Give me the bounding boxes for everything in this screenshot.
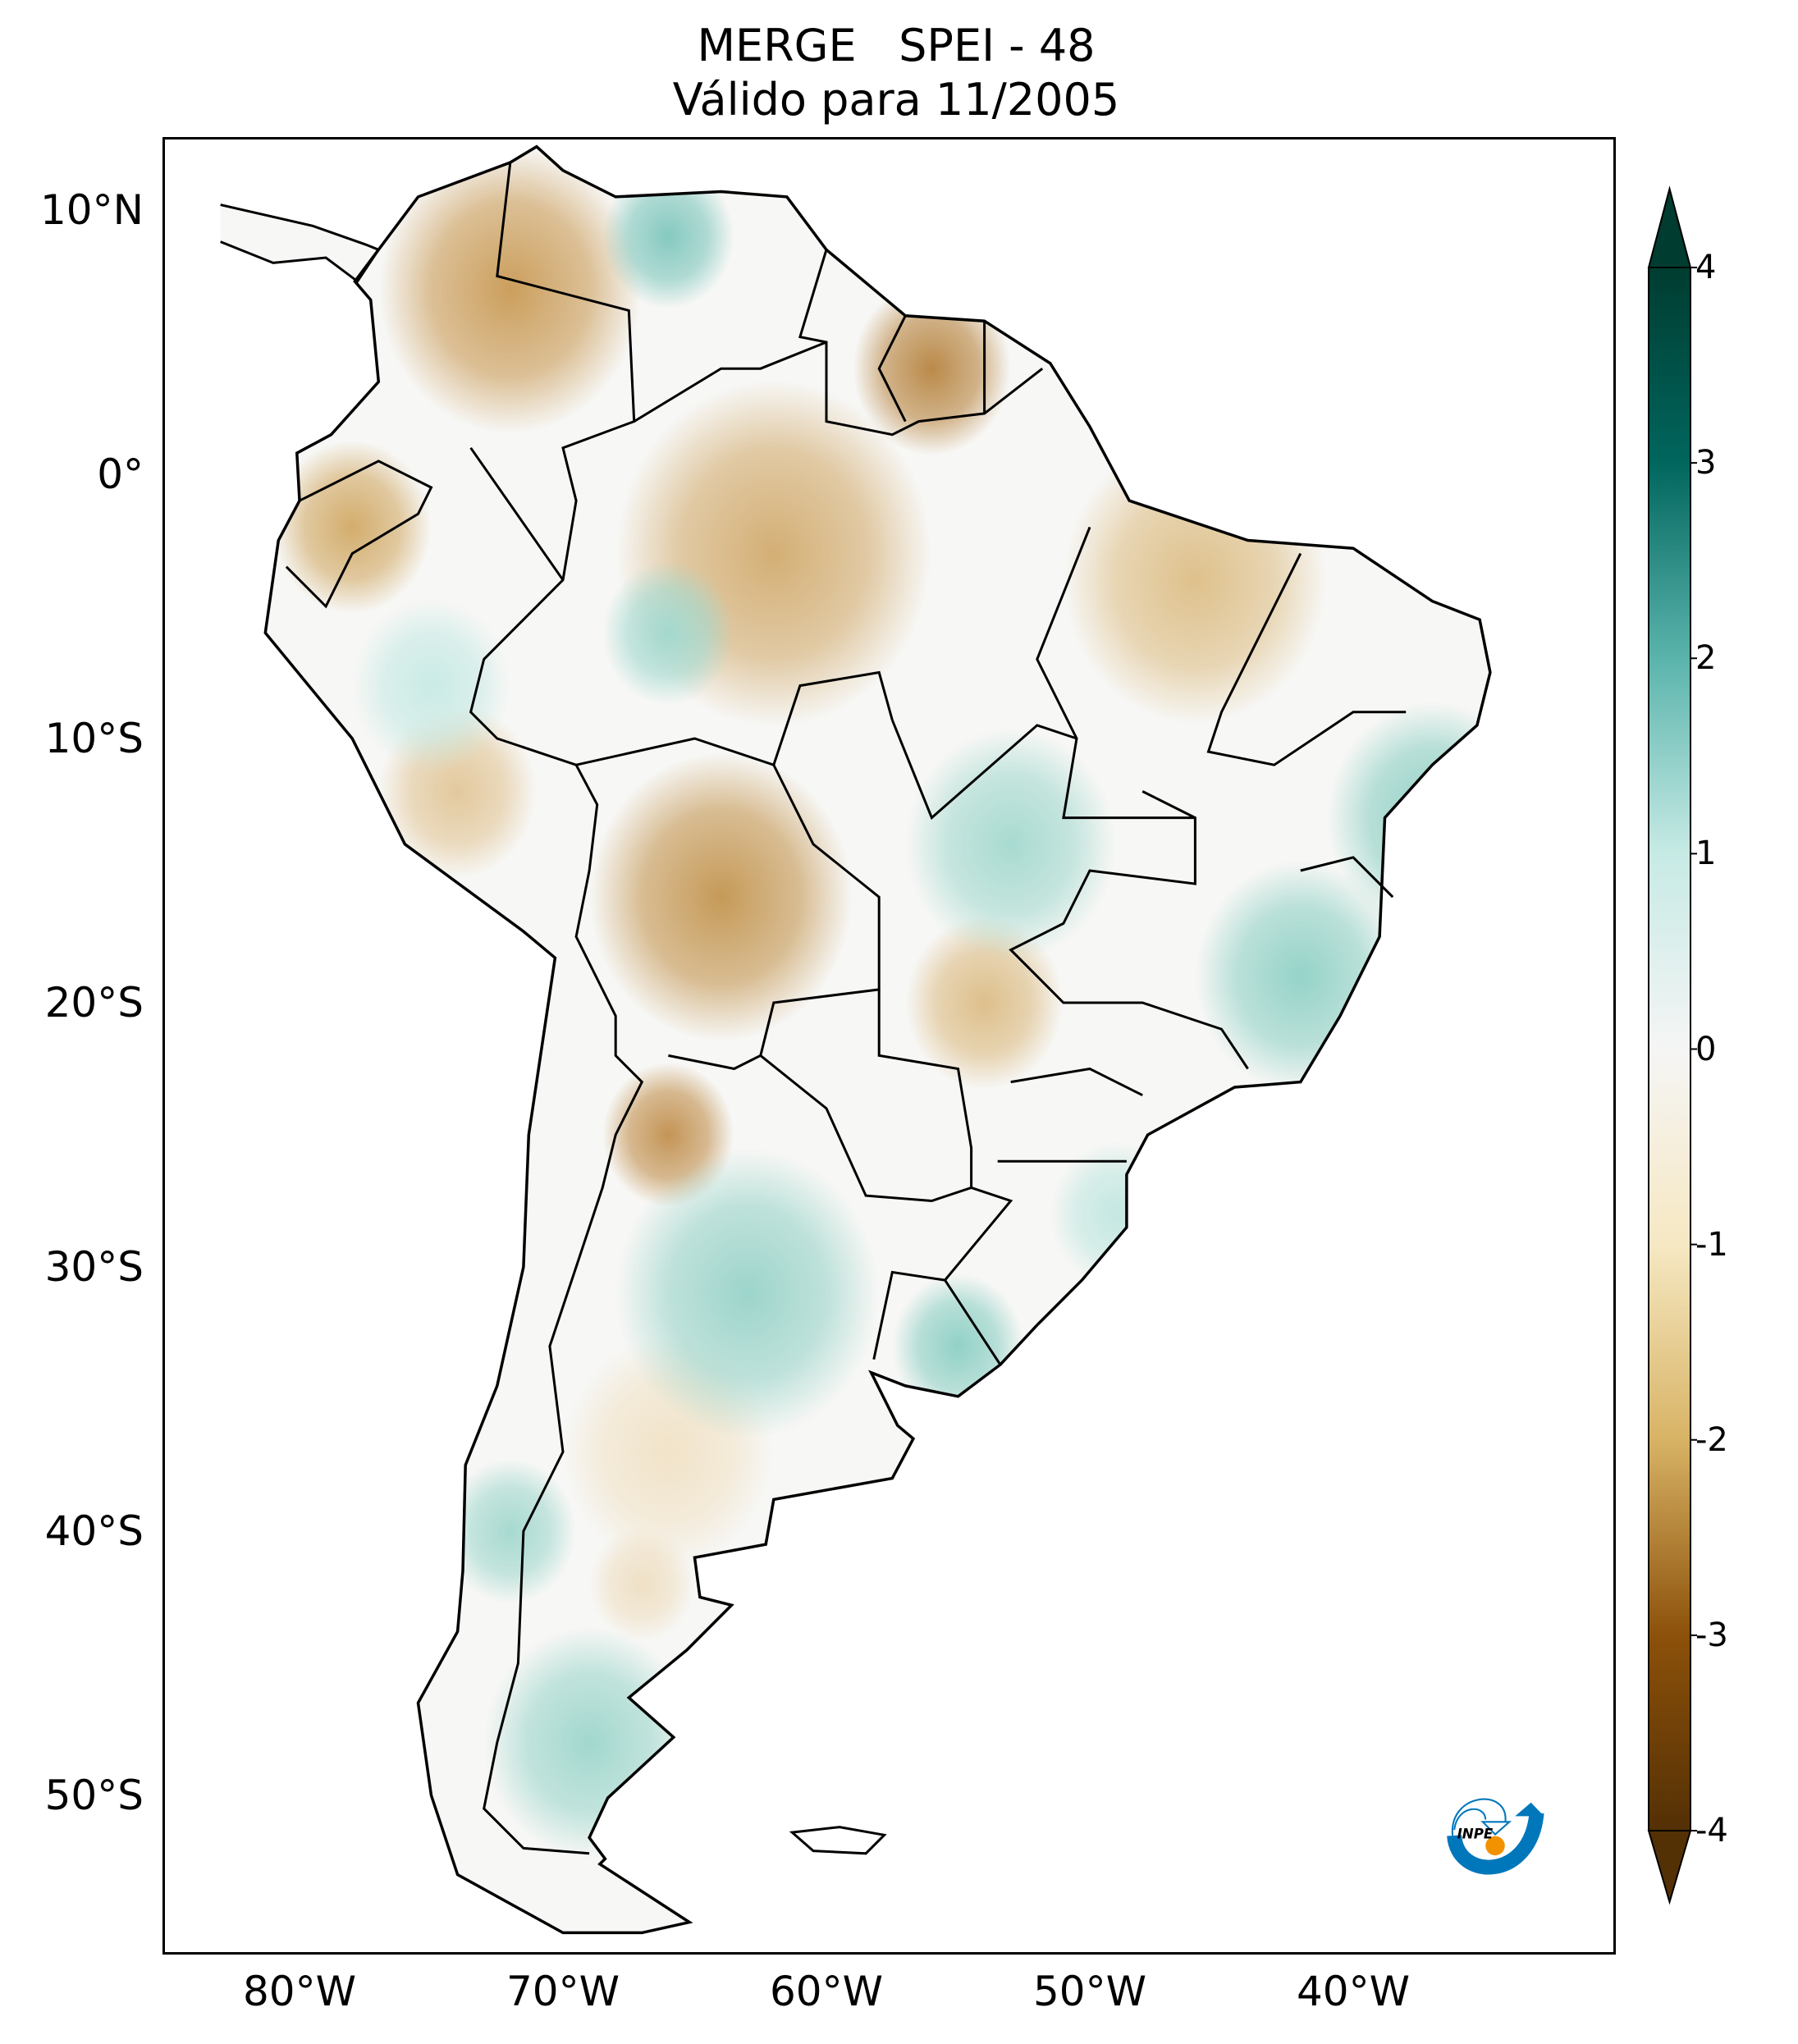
colorbar-tick-label: -3 <box>1695 1616 1728 1654</box>
colorbar-tick-label: -1 <box>1695 1225 1728 1264</box>
colorbar-tick-label: -4 <box>1695 1812 1728 1850</box>
spei-anomaly-patch <box>589 1526 695 1642</box>
lon-tick-label: 50°W <box>1032 1968 1147 2015</box>
lat-tick-label: 10°S <box>44 715 144 762</box>
spei-anomaly-patch <box>589 752 853 1042</box>
border-line <box>575 737 881 1071</box>
spei-anomaly-patch <box>1050 1141 1183 1287</box>
colorbar-extend-min <box>1647 1830 1692 1905</box>
spei-map <box>220 144 1492 1935</box>
spei-anomaly-patch <box>602 164 734 309</box>
lat-tick-label: 30°S <box>44 1243 144 1291</box>
colorbar-extend-max <box>1647 185 1692 268</box>
border-line <box>1300 856 1394 899</box>
coastline <box>263 144 1492 1935</box>
colorbar-tick-label: 2 <box>1695 639 1717 678</box>
border-line <box>469 446 565 581</box>
spei-anomaly-patch <box>444 1459 576 1603</box>
spei-anomaly-patch <box>352 599 510 773</box>
colorbar-body <box>1648 267 1691 1831</box>
chart-subtitle: Válido para 11/2005 <box>672 74 1120 126</box>
spei-anomaly-patch <box>602 560 734 706</box>
spei-anomaly-patch <box>378 146 642 434</box>
border-line <box>1009 790 1249 1070</box>
chart-title: MERGE SPEI - 48 <box>697 20 1096 71</box>
border-line <box>469 162 644 1855</box>
colorbar-tick-label: -2 <box>1695 1420 1728 1459</box>
spei-anomaly-patch <box>1195 861 1406 1092</box>
colorbar-tick-label: 0 <box>1695 1030 1717 1068</box>
lat-tick-label: 40°S <box>44 1507 144 1555</box>
border-line <box>285 460 433 609</box>
map-plot-area: INPE <box>162 137 1616 1955</box>
spei-anomaly-patch <box>853 281 1011 455</box>
colorbar <box>1647 185 1697 1905</box>
border-line <box>1206 552 1407 766</box>
lon-tick-label: 80°W <box>242 1968 357 2015</box>
inpe-logo: INPE <box>1447 1798 1544 1875</box>
lat-tick-label: 10°N <box>39 186 144 234</box>
border-line <box>798 249 1044 437</box>
falklands-outline <box>789 1826 887 1855</box>
lon-tick-label: 70°W <box>506 1968 620 2015</box>
lat-tick-label: 50°S <box>44 1772 144 1819</box>
spei-anomaly-patch <box>905 916 1064 1090</box>
colorbar-tick-label: 4 <box>1695 249 1717 286</box>
border-line <box>633 341 827 423</box>
lat-tick-label: 0° <box>97 450 144 498</box>
spei-anomaly-patch <box>905 729 1116 960</box>
colorbar-tick-label: 3 <box>1695 444 1717 482</box>
lon-tick-label: 60°W <box>769 1968 884 2015</box>
border-line <box>877 315 907 423</box>
colorbar-tick-label: 1 <box>1695 835 1717 873</box>
spei-anomaly-patch <box>273 440 432 614</box>
lon-tick-label: 40°W <box>1296 1968 1411 2015</box>
border-line <box>944 1279 1002 1365</box>
panama-outline <box>220 203 381 284</box>
country-borders <box>285 162 1407 1855</box>
spei-anomaly-patch <box>484 1626 695 1859</box>
spei-anomaly-patch <box>615 1149 879 1438</box>
border-line <box>1010 1067 1143 1097</box>
lat-tick-label: 20°S <box>44 979 144 1027</box>
border-line <box>890 719 1077 821</box>
border-line <box>772 670 894 766</box>
logo-text: INPE <box>1457 1826 1494 1841</box>
